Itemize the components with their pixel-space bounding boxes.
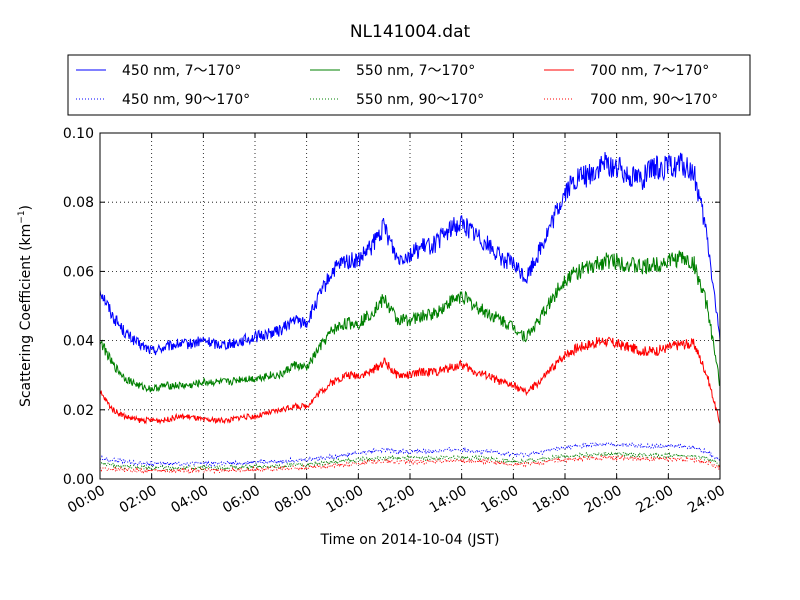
y-axis-label-main: Scattering Coefficient (km	[18, 224, 34, 407]
legend: 450 nm, 7～170° 550 nm, 7～170° 700 nm, 7～17…	[67, 54, 751, 116]
chart-title: NL141004.dat	[350, 22, 471, 42]
x-axis-label: Time on 2014-10-04 (JST)	[320, 532, 500, 548]
series-line-1	[99, 152, 721, 356]
series-line-2	[99, 440, 721, 468]
y-tick-label: 0.10	[63, 126, 94, 142]
legend-label: 700 nm, 90～170°	[590, 92, 718, 108]
legend-box	[67, 54, 751, 116]
series-line-6	[99, 453, 721, 475]
series-line-3	[99, 250, 721, 393]
series-line-5	[99, 336, 721, 425]
legend-label: 450 nm, 7～170°	[122, 63, 241, 79]
y-axis: 0.00 0.02 0.04 0.06 0.08 0.10	[63, 126, 720, 488]
legend-label: 700 nm, 7～170°	[590, 63, 709, 79]
y-tick-label: 0.00	[63, 472, 94, 488]
legend-label: 550 nm, 90～170°	[356, 92, 484, 108]
y-tick-label: 0.08	[63, 195, 94, 211]
y-tick-label: 0.06	[63, 264, 94, 280]
y-axis-label-superscript: −1	[17, 210, 27, 223]
series-layer	[99, 152, 721, 475]
legend-label: 550 nm, 7～170°	[356, 63, 475, 79]
y-axis-label-close: )	[18, 205, 34, 210]
y-tick-label: 0.04	[63, 334, 94, 350]
y-axis-label: Scattering Coefficient (km−1)	[17, 205, 34, 407]
grid	[100, 133, 720, 479]
y-tick-label: 0.02	[63, 403, 94, 419]
legend-label: 450 nm, 90～170°	[122, 92, 250, 108]
